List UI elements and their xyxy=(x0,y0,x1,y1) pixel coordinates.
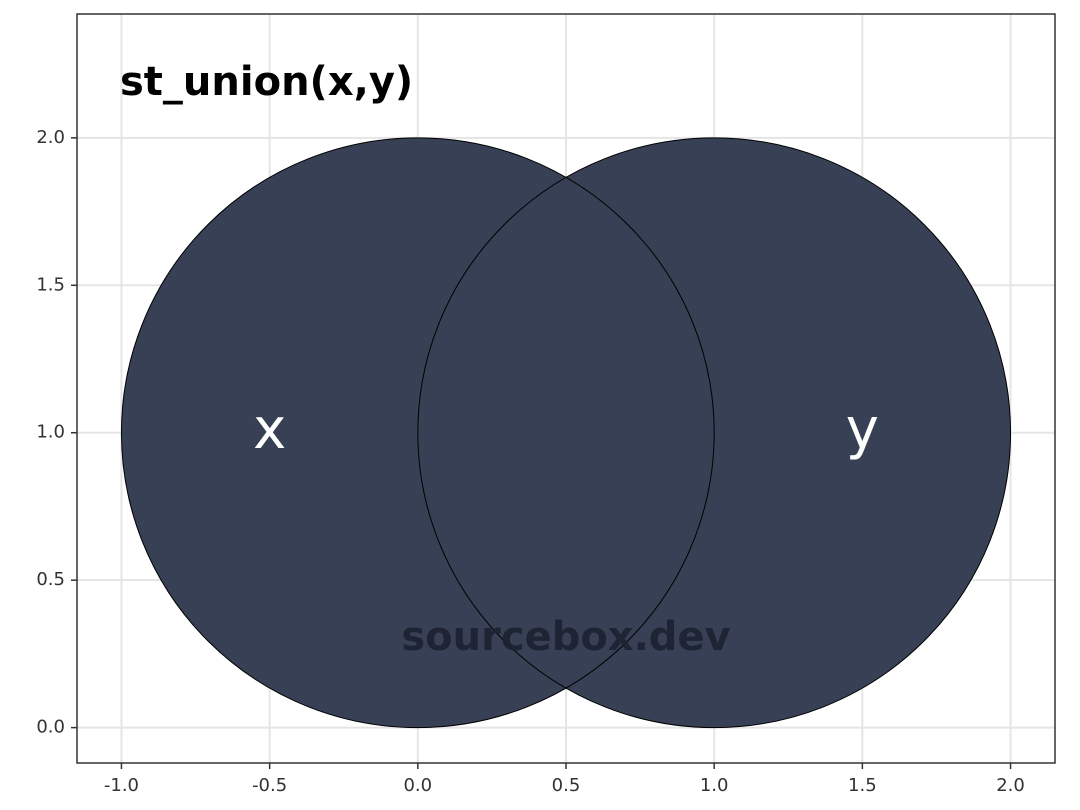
y-tick-label: 2.0 xyxy=(36,127,65,148)
chart-title: st_union(x,y) xyxy=(120,59,413,105)
circle-outlines xyxy=(120,137,1012,729)
y-tick-label: 1.0 xyxy=(36,422,65,443)
circle-x-outline xyxy=(120,137,715,729)
y-tick-label: 1.5 xyxy=(36,274,65,295)
axes: -1.0 -0.5 0.0 0.5 1.0 1.5 2.0 0.0 0.5 1.0 1.5 2.0 xyxy=(36,13,1056,796)
x-tick-label: 2.0 xyxy=(996,775,1025,796)
circle-label-x: x xyxy=(253,397,286,462)
x-tick-label: 0.0 xyxy=(403,775,432,796)
y-tick-label: 0.0 xyxy=(36,717,65,738)
circle-y-outline xyxy=(417,137,1012,729)
x-tick-label: -1.0 xyxy=(104,775,139,796)
x-tick-label: 1.0 xyxy=(700,775,729,796)
x-tick-label: -0.5 xyxy=(252,775,287,796)
y-tick-label: 0.5 xyxy=(36,569,65,590)
x-tick-label: 1.5 xyxy=(848,775,877,796)
circle-label-y: y xyxy=(846,397,879,462)
watermark-text: sourcebox.dev xyxy=(401,614,730,660)
x-tick-label: 0.5 xyxy=(552,775,581,796)
